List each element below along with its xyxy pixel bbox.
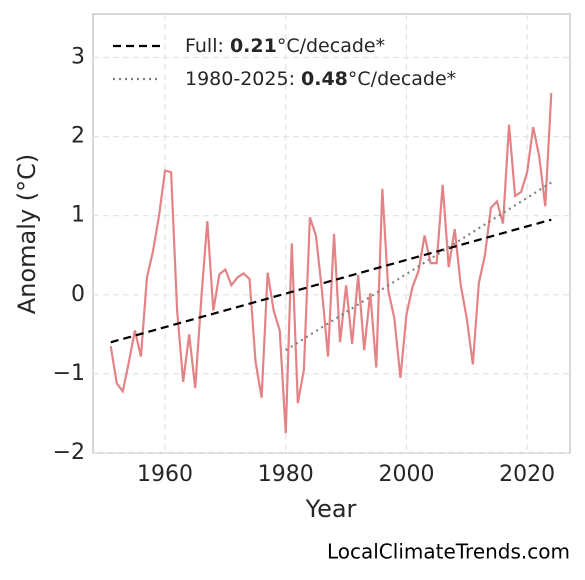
legend-label-part: °C/decade* <box>277 35 385 57</box>
y-tick-label: 0 <box>71 282 85 307</box>
x-tick-label: 1960 <box>137 462 193 487</box>
x-tick-label: 1980 <box>258 462 314 487</box>
trend-line <box>285 181 552 352</box>
grid: 1960 1980 2000 2020 −2 −1 0 1 2 3 <box>53 14 570 487</box>
trend-line <box>110 218 552 344</box>
x-tick-label: 2020 <box>499 462 555 487</box>
y-tick-label: −1 <box>53 361 85 386</box>
marks <box>109 93 553 434</box>
y-tick-label: 3 <box>71 45 85 70</box>
legend-label-part: Full: <box>185 35 230 57</box>
legend: Full: 0.21°C/decade*1980-2025: 0.48°C/de… <box>113 35 456 90</box>
plot-frame <box>92 13 571 454</box>
legend-label-part: 1980-2025: <box>185 68 301 90</box>
y-tick-label: −2 <box>53 440 85 465</box>
footer: LocalClimateTrends.com <box>327 540 570 564</box>
x-tick-label: 2000 <box>378 462 434 487</box>
legend-label-part: °C/decade* <box>348 68 456 90</box>
series-line <box>109 93 553 434</box>
legend-label-part: 0.48 <box>301 68 348 90</box>
x-axis-label: Year <box>305 495 357 523</box>
legend-label-part: 0.21 <box>230 35 277 57</box>
y-tick-label: 2 <box>71 124 85 149</box>
legend-label: 1980-2025: 0.48°C/decade* <box>185 68 456 90</box>
y-tick-label: 1 <box>71 203 85 228</box>
legend-label: Full: 0.21°C/decade* <box>185 35 385 57</box>
y-axis-label: Anomaly (°C) <box>13 154 41 314</box>
